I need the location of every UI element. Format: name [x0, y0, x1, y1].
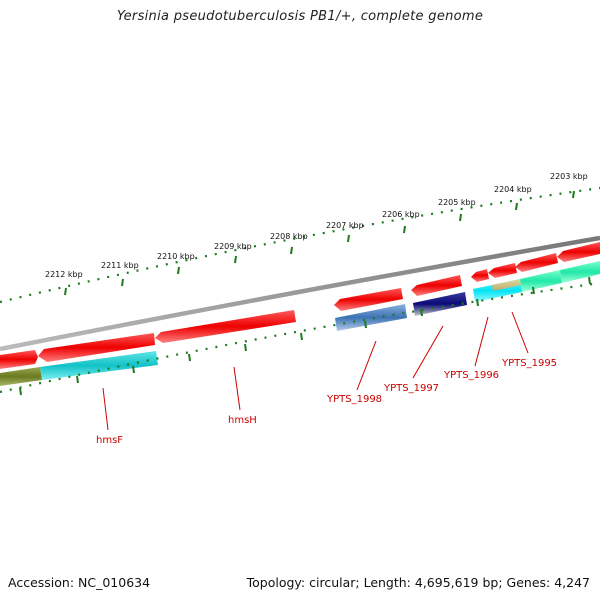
gene-label-YPTS-1997[interactable]: YPTS_1997 [383, 383, 439, 394]
gene-block[interactable] [0, 367, 42, 386]
inner-ruler [0, 276, 600, 396]
tick-label-2206: 2206 kbp [382, 210, 420, 219]
gene-label-hmsH[interactable]: hmsH [228, 415, 257, 426]
map-title: Yersinia pseudotuberculosis PB1/+, compl… [116, 9, 484, 24]
tick-label-2203: 2203 kbp [550, 172, 588, 181]
gene-block[interactable] [520, 270, 562, 292]
gene-block[interactable] [560, 261, 600, 283]
gene-label-YPTS-1995[interactable]: YPTS_1995 [501, 358, 557, 369]
gene-label-YPTS-1996[interactable]: YPTS_1996 [443, 370, 499, 381]
tick-label-2207: 2207 kbp [326, 221, 364, 230]
gene-label-hmsF[interactable]: hmsF [96, 435, 123, 446]
reverse-strand-genes [0, 261, 600, 386]
gene-arrow[interactable] [488, 263, 517, 278]
gene-block[interactable] [40, 351, 158, 380]
gene-block[interactable] [335, 304, 407, 331]
label-leaders [102, 311, 529, 431]
tick-label-2204: 2204 kbp [494, 185, 532, 194]
gene-block[interactable] [492, 279, 521, 291]
gene-arrow[interactable] [471, 269, 489, 282]
outer-ruler [0, 186, 600, 304]
tick-label-2209: 2209 kbp [214, 242, 252, 251]
gene-arrow[interactable] [155, 310, 296, 343]
gene-arrow[interactable] [515, 253, 558, 272]
tick-label-2211: 2211 kbp [101, 261, 139, 270]
gene-label-YPTS-1998[interactable]: YPTS_1998 [326, 394, 382, 405]
topology-label: Topology: circular; Length: 4,695,619 bp… [246, 575, 590, 590]
genome-backbone [0, 235, 600, 352]
gene-arrow[interactable] [38, 333, 155, 362]
accession-label: Accession: NC_010634 [8, 575, 151, 590]
tick-label-2205: 2205 kbp [438, 198, 476, 207]
tick-label-2210: 2210 kbp [157, 252, 195, 261]
gene-arrow[interactable] [334, 288, 403, 311]
gene-block[interactable] [413, 292, 467, 316]
gene-arrow[interactable] [0, 350, 38, 369]
gene-arrow[interactable] [411, 275, 462, 296]
forward-strand-genes [0, 242, 600, 369]
tick-label-2212: 2212 kbp [45, 270, 83, 279]
gene-arrow[interactable] [557, 242, 600, 262]
tick-label-2208: 2208 kbp [270, 232, 308, 241]
